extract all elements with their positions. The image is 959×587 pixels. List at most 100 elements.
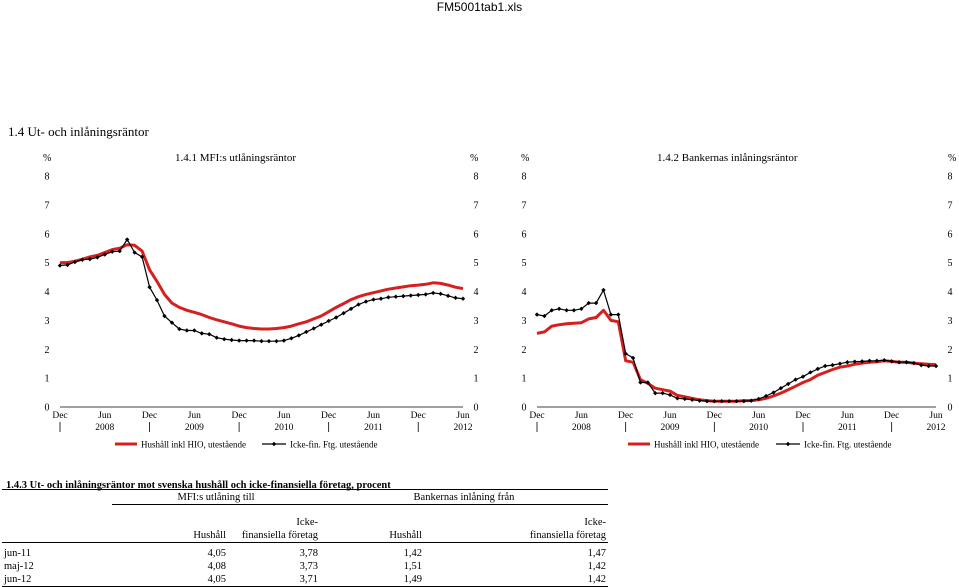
y-tick-label-right: 1 [474,374,479,385]
data-point-marker [214,335,219,340]
data-point-marker [845,360,850,365]
table-header-icke-line1: Icke- [296,517,318,528]
data-point-marker [815,366,820,372]
x-year-label: 2012 [927,423,946,433]
y-tick-label-left: 8 [522,172,527,183]
y-tick-label-right: 2 [474,345,479,356]
data-point-marker [244,338,249,343]
x-month-label: Jun [575,411,588,421]
table-col-header: Hushåll [320,529,424,543]
data-point-marker [199,331,204,336]
data-point-marker [808,370,813,375]
data-point-marker [837,361,843,366]
series-line-nonfinancial [59,238,464,342]
x-month-label: Dec [321,411,336,421]
y-unit-right-label: % [470,153,478,164]
x-month-label: Dec [707,411,722,421]
table-row: jun-11 4,05 3,78 1,42 1,47 [2,547,608,560]
series-line-households [536,308,937,403]
table-header-icke-line2: finansiella företag [424,529,608,543]
y-tick-label-right: 0 [948,403,953,414]
y-tick-label-right: 6 [474,229,479,240]
y-tick-label-right: 5 [948,258,953,269]
x-year-label: 2008 [95,423,114,433]
data-point-marker [763,393,769,399]
x-month-label: Jun [367,411,380,421]
x-year-label: 2009 [185,423,204,433]
chart-title: 1.4.2 Bankernas inlåningsräntor [657,152,798,164]
table-cell: 4,05 [207,548,226,559]
chart-mfi-lending-rates: 1.4.1 MFI:s utlåningsräntor% % 0 0 1 1 2 2 3 3 4 4 5… [43,152,479,450]
data-point-marker [57,263,63,268]
x-month-label: Dec [618,411,633,421]
data-point-marker [371,297,376,302]
data-point-marker [177,326,182,332]
section-title: 1.4 Ut- och inlåningsräntor [8,124,149,139]
data-point-marker [445,293,451,299]
data-point-marker [408,293,413,298]
y-tick-label-left: 0 [522,403,527,414]
y-tick-label-left: 1 [45,374,50,385]
data-point-marker [356,302,361,307]
y-tick-label-left: 5 [45,258,50,269]
y-tick-label-right: 5 [474,258,479,269]
data-point-marker [192,328,197,333]
data-point-marker [236,338,242,343]
data-point-marker [363,299,369,304]
data-point-marker [896,360,902,365]
data-point-marker [154,297,160,303]
data-point-marker [460,296,466,301]
series-line-nonfinancial [536,289,936,402]
y-unit-right-label: % [948,153,956,164]
data-point-marker [117,248,122,254]
data-point-marker [667,392,673,398]
data-point-marker [719,399,724,404]
data-point-marker [207,332,212,337]
data-point-marker [102,252,107,257]
y-tick-label-left: 0 [45,403,50,414]
y-tick-label-right: 7 [948,200,953,211]
data-point-marker [162,313,167,319]
data-point-marker [304,329,309,335]
legend-marker-nonfinancial [785,441,791,447]
x-year-label: 2011 [364,423,383,433]
data-point-marker [926,363,931,369]
x-month-label: Jun [841,411,854,421]
table-row: jun-12 4,05 3,71 1,49 1,42 [2,573,608,587]
x-year-label: 2010 [749,423,768,433]
x-month-label: Jun [663,411,676,421]
table-header-icke-line1: Icke- [584,517,606,528]
table-group-header-deposits: Bankernas inlåning från [320,489,608,505]
data-point-marker [534,312,540,317]
data-point-marker [333,315,339,320]
y-tick-label-left: 1 [522,374,527,385]
data-point-marker [348,306,354,312]
y-tick-label-left: 4 [45,287,50,298]
x-month-label: Dec [231,411,246,421]
data-point-marker [401,293,406,299]
data-point-marker [341,310,346,316]
x-month-label: Jun [929,411,942,421]
table-cell: 1,42 [403,548,422,559]
data-point-marker [453,295,458,301]
x-month-label: Dec [411,411,426,421]
x-year-label: 2011 [838,423,857,433]
table-cell: 3,71 [228,573,320,587]
data-point-marker [266,338,272,344]
table-cell: 3,78 [299,548,318,559]
data-point-marker [274,338,279,344]
data-point-marker [601,287,606,293]
data-point-marker [87,256,93,262]
x-month-label: Jun [456,411,469,421]
data-point-marker [72,259,78,265]
y-tick-label-right: 7 [474,200,479,211]
chart-bank-deposit-rates: 1.4.2 Bankernas inlåningsräntor% % 0 0 1 1 2 2 3… [521,152,956,450]
y-tick-label-left: 2 [522,345,527,356]
data-point-marker [319,322,324,327]
x-month-label: Dec [52,411,67,421]
x-month-label: Dec [142,411,157,421]
x-year-label: 2012 [454,423,473,433]
data-point-marker [904,360,909,365]
data-point-marker [800,374,806,379]
data-point-marker [734,399,739,404]
